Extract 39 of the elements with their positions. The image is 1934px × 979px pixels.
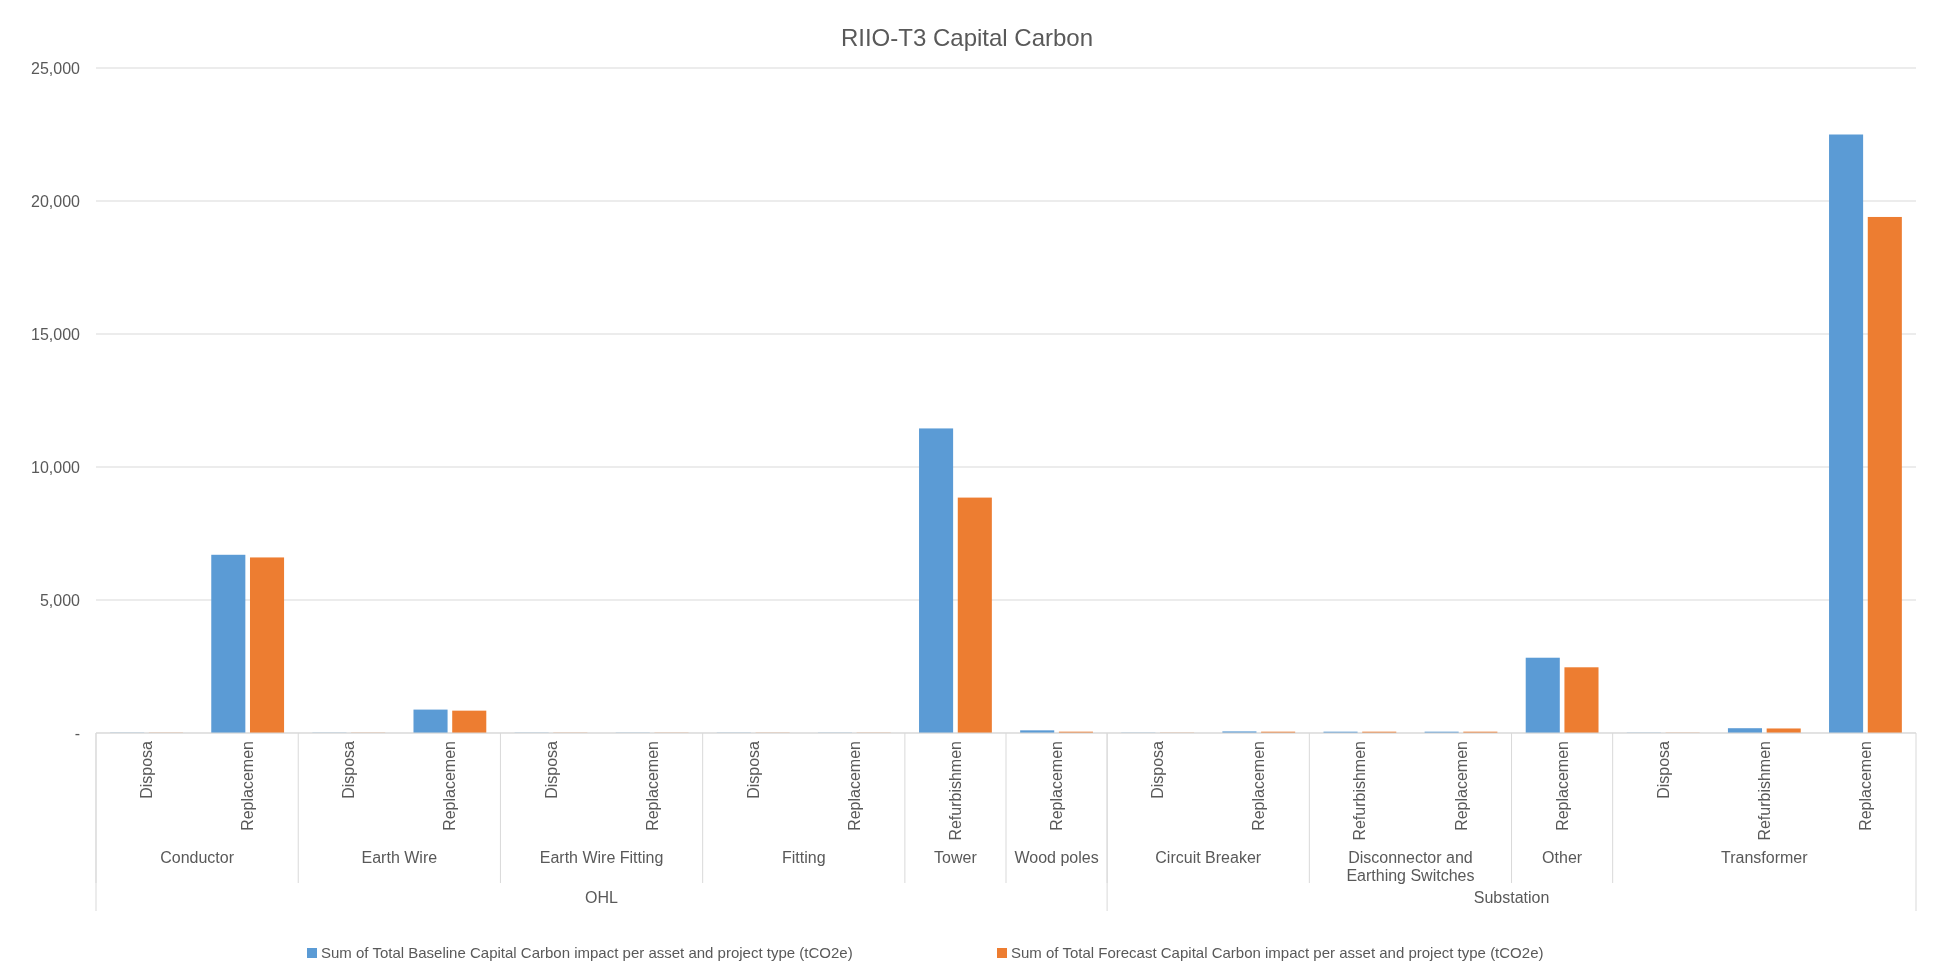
x-tick-label: Replacemen [643, 741, 661, 831]
legend-label: Sum of Total Forecast Capital Carbon impact per asset and project type (tCO2e) [1011, 944, 1544, 961]
y-tick-label: 10,000 [31, 458, 81, 476]
x-tick-label: Refurbishmen [947, 741, 965, 841]
y-tick-label: 20,000 [31, 192, 81, 210]
text: Fitting [781, 849, 826, 866]
x-tick-label: Replacemen [239, 741, 257, 831]
x-tick-label: Replacemen [1857, 741, 1875, 831]
text: Wood poles [1014, 849, 1099, 866]
y-tick-label: - [74, 724, 80, 742]
x-tick-label: Replacemen [1452, 741, 1470, 831]
y-tick-label: 15,000 [31, 325, 81, 343]
x-tick-label: Disposa [744, 740, 762, 799]
x-tick-label: Disposa [138, 740, 156, 799]
y-tick-label: 25,000 [31, 59, 81, 77]
x-tick-label: Refurbishmen [1351, 741, 1369, 841]
x-tick-label: Disposa [542, 740, 560, 799]
x-tick-label: Replacemen [441, 741, 459, 831]
x-tick-label: Refurbishmen [1755, 741, 1773, 841]
x-tick-label: Disposa [340, 740, 358, 799]
text: Tower [934, 849, 978, 866]
text: Earth Wire [361, 849, 438, 866]
text: Circuit Breaker [1155, 849, 1262, 866]
x-tick-label: Replacemen [1553, 741, 1571, 831]
x-tick-label: Disposa [1149, 740, 1167, 799]
text: Transformer [1721, 849, 1809, 866]
x-tick-label: Replacemen [1048, 741, 1066, 831]
y-tick-label: 5,000 [39, 591, 81, 609]
x-tick-label: Replacemen [1250, 741, 1268, 831]
text: Substation [1473, 889, 1550, 906]
x-tick-label: Replacemen [845, 741, 863, 831]
text: Conductor [160, 849, 235, 866]
text: Disconnector and Earthing Switches [1346, 849, 1475, 884]
text: Other [1542, 849, 1583, 866]
text: OHL [585, 889, 619, 906]
x-tick-label: Disposa [1654, 740, 1672, 799]
text: Earth Wire Fitting [539, 849, 664, 866]
chart-title: RIIO-T3 Capital Carbon [840, 24, 1094, 51]
legend-label: Sum of Total Baseline Capital Carbon impact per asset and project type (tCO2e) [321, 944, 853, 961]
